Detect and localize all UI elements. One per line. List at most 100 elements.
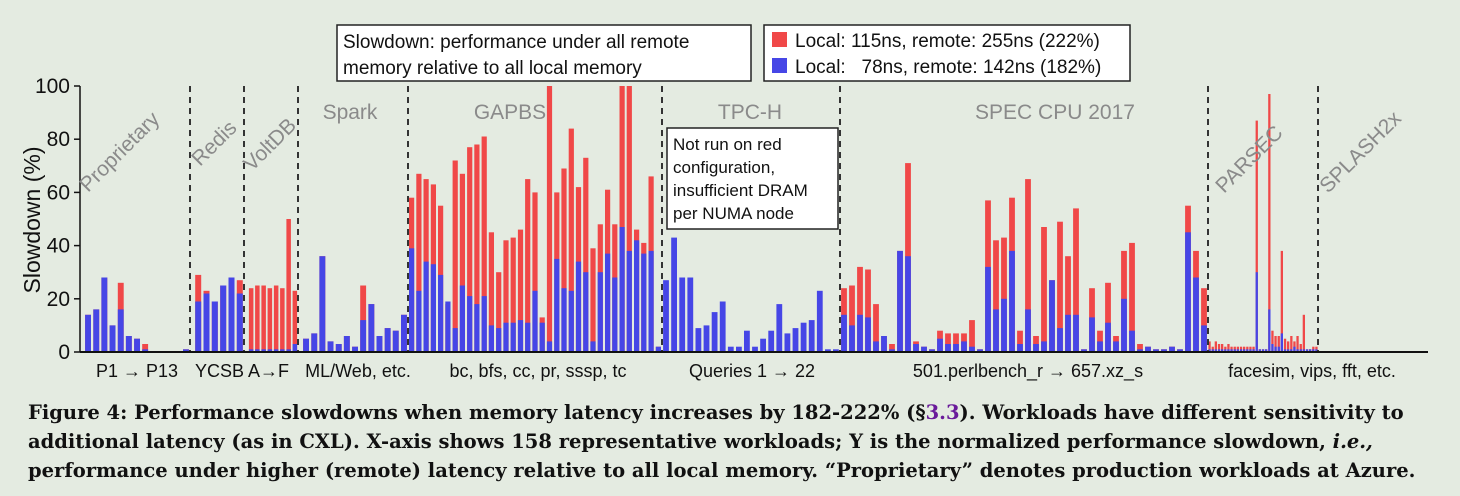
bar-red [1271, 330, 1274, 352]
bar-blue [280, 349, 285, 352]
bar-blue [1233, 349, 1236, 352]
bar-blue [360, 320, 367, 352]
tpch-note-box: Not run on red configuration, insufficient… [666, 127, 839, 230]
y-axis-label: Slowdown (%) [19, 147, 45, 294]
bar-red [1221, 344, 1224, 352]
bar-blue [727, 346, 734, 352]
bar-blue [849, 325, 855, 352]
bar-blue [825, 349, 831, 352]
bar-blue [286, 349, 291, 352]
bar-blue [416, 290, 422, 352]
bar-blue [1230, 349, 1233, 352]
bar-blue [800, 322, 807, 352]
bar-red [360, 285, 367, 352]
bar-blue [641, 253, 647, 352]
bar-blue [1227, 349, 1230, 352]
bar-blue [1169, 346, 1175, 352]
bar-blue [1121, 298, 1127, 352]
bar-red [248, 288, 254, 352]
bar-blue [993, 309, 999, 352]
bar-blue [961, 341, 967, 352]
bar-blue [1280, 333, 1283, 352]
tpch-note-line: per NUMA node [673, 204, 794, 223]
bar-blue [1129, 330, 1135, 352]
bar-blue [267, 349, 273, 352]
bar-blue [1224, 349, 1227, 352]
bar-red [452, 160, 458, 352]
bar-red [1290, 336, 1293, 352]
bar-blue [1249, 349, 1252, 352]
bar-blue [525, 322, 531, 352]
bar-red [619, 86, 625, 352]
bar-red [1201, 288, 1207, 352]
bar-blue [292, 344, 298, 352]
bar-blue [590, 341, 596, 352]
bar-blue [655, 346, 661, 352]
bar-blue [1033, 344, 1039, 352]
bar-blue [760, 338, 766, 352]
bar-red [1137, 344, 1143, 352]
group-label: SPLASH2x [1315, 107, 1406, 198]
bar-blue [913, 344, 919, 352]
bar-blue [539, 322, 545, 352]
bar-red [416, 173, 422, 352]
bar-red [481, 136, 487, 352]
caption-prefix: Figure 4: Performance slowdowns when mem… [28, 401, 926, 424]
x-group-label: YCSB A→F [195, 361, 289, 381]
caption-body: ). Workloads have different sensitivity … [28, 401, 1404, 453]
bar-blue [711, 312, 718, 352]
bar-blue [319, 256, 326, 352]
bar-blue [605, 253, 611, 352]
bar-red [873, 304, 879, 352]
bar-blue [438, 274, 444, 352]
bar-blue [273, 349, 279, 352]
tpch-note-line: Not run on red [673, 135, 782, 154]
bar-blue [101, 277, 108, 352]
bar-blue [228, 277, 235, 352]
tpch-note-text: Not run on red configuration, insufficient… [673, 135, 808, 223]
bar-red [1268, 94, 1271, 352]
bar-red [292, 290, 298, 352]
bar-blue [1211, 349, 1214, 352]
bar-blue [117, 309, 124, 352]
bar-blue [467, 296, 473, 352]
bar-blue [792, 328, 799, 352]
bar-blue [93, 309, 100, 352]
bar-blue [510, 322, 516, 352]
bar-blue [248, 349, 254, 352]
bar-red [517, 229, 524, 352]
bar-blue [597, 272, 603, 352]
group-label: Redis [187, 116, 241, 170]
legend-label-red: Local: 115ns, remote: 255ns (222%) [795, 31, 1100, 52]
bar-blue [1089, 317, 1095, 352]
legend-swatch-blue [772, 58, 787, 73]
slowdown-definition-line-1: Slowdown: performance under all remote [343, 32, 689, 53]
bar-blue [1057, 328, 1063, 352]
bar-red [1001, 237, 1007, 352]
bar-blue [109, 325, 116, 352]
bar-blue [1287, 349, 1290, 352]
bar-blue [1271, 344, 1274, 352]
bar-blue [384, 328, 391, 352]
bar-blue [1073, 314, 1079, 352]
bar-blue [889, 349, 895, 352]
x-group-label: bc, bfs, cc, pr, sssp, tc [449, 361, 626, 381]
bar-red [459, 173, 465, 352]
caption-section-link[interactable]: 3.3 [925, 401, 960, 424]
bar-blue [430, 264, 436, 352]
bar-blue [1025, 309, 1031, 352]
bar-blue [776, 304, 783, 352]
bar-red [142, 344, 149, 352]
group-label: TPC-H [718, 101, 782, 124]
bar-blue [977, 349, 983, 352]
bar-blue [634, 240, 640, 352]
group-label: GAPBS [474, 101, 546, 124]
bar-blue [695, 328, 702, 352]
bar-red [1302, 314, 1305, 352]
bar-red [503, 240, 509, 352]
bar-blue [619, 227, 625, 352]
bar-blue [857, 314, 863, 352]
bar-blue [409, 248, 415, 352]
bar-blue [945, 344, 951, 352]
bar-blue [261, 349, 266, 352]
